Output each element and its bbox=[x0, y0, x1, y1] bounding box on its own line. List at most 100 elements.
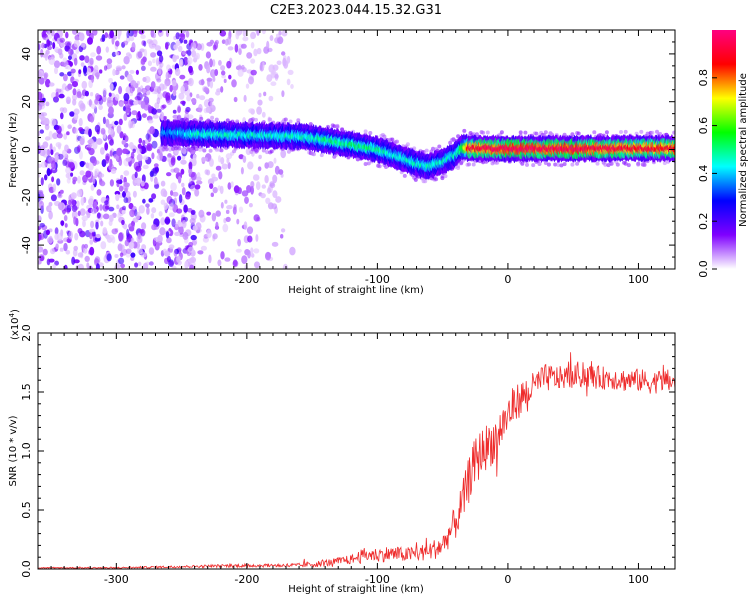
heatmap-cell bbox=[164, 218, 171, 224]
heatmap-cell bbox=[211, 173, 216, 179]
heatmap-cell bbox=[38, 173, 41, 178]
heatmap-cell bbox=[108, 214, 114, 222]
heatmap-cell bbox=[79, 170, 85, 176]
heatmap-cell bbox=[196, 180, 203, 185]
heatmap-cell bbox=[81, 80, 88, 90]
heatmap-cell bbox=[89, 195, 94, 205]
heatmap-cell bbox=[172, 109, 177, 114]
heatmap-cell bbox=[115, 40, 120, 47]
heatmap-cell bbox=[72, 30, 78, 35]
heatmap-cell bbox=[523, 130, 528, 135]
heatmap-cell bbox=[138, 30, 145, 35]
heatmap-cell bbox=[102, 95, 107, 103]
heatmap-cell bbox=[163, 115, 168, 120]
heatmap-cell bbox=[120, 263, 125, 269]
heatmap-cell bbox=[120, 174, 124, 180]
heatmap-cell bbox=[168, 146, 172, 152]
heatmap-cell bbox=[38, 233, 42, 242]
heatmap-cell bbox=[119, 252, 124, 258]
heatmap-cell bbox=[149, 261, 154, 266]
colorbar-tick-label: 0.2 bbox=[697, 212, 710, 230]
heatmap-cell bbox=[80, 197, 85, 206]
heatmap-cell bbox=[655, 129, 659, 134]
heatmap-cell bbox=[214, 117, 219, 122]
heatmap-cell bbox=[134, 179, 141, 184]
heatmap-cell bbox=[94, 124, 101, 133]
heatmap-cell bbox=[222, 223, 229, 233]
heatmap-cell bbox=[672, 130, 675, 135]
heatmap-cell bbox=[164, 257, 170, 265]
heatmap-cell bbox=[104, 142, 109, 151]
heatmap-cell bbox=[340, 127, 345, 132]
heatmap-cell bbox=[265, 150, 269, 155]
heatmap-cell bbox=[247, 161, 254, 170]
heatmap-cell bbox=[424, 148, 429, 153]
heatmap-cell bbox=[134, 262, 139, 268]
heatmap-cell bbox=[40, 48, 44, 58]
heatmap-cell bbox=[626, 163, 631, 168]
colorbar-tick-label: 0.0 bbox=[697, 260, 710, 278]
heatmap-cell bbox=[220, 251, 225, 260]
heatmap-cell bbox=[69, 61, 73, 67]
heatmap-cell bbox=[129, 123, 133, 128]
heatmap-cell bbox=[129, 36, 135, 42]
heatmap-cell bbox=[73, 108, 80, 115]
heatmap-cell bbox=[261, 111, 266, 118]
heatmap-cell bbox=[55, 91, 59, 99]
heatmap-cell bbox=[227, 46, 234, 51]
snr-x-axis-title: Height of straight line (km) bbox=[288, 584, 424, 595]
heatmap-cell bbox=[70, 172, 74, 177]
heatmap-cell bbox=[256, 47, 262, 55]
heatmap-cell bbox=[260, 193, 266, 199]
heatmap-cell bbox=[114, 254, 119, 258]
heatmap-y-tick-label: -20 bbox=[20, 188, 33, 206]
heatmap-cell bbox=[118, 185, 124, 192]
heatmap-cell bbox=[128, 241, 135, 250]
heatmap-cell bbox=[209, 101, 214, 109]
heatmap-cell bbox=[174, 222, 179, 228]
heatmap-cell bbox=[80, 62, 85, 67]
heatmap-cell bbox=[226, 60, 232, 69]
heatmap-cell bbox=[72, 81, 78, 88]
heatmap-cell bbox=[166, 172, 172, 177]
heatmap-cell bbox=[123, 182, 130, 188]
heatmap-cell bbox=[38, 91, 43, 100]
heatmap-cell bbox=[132, 148, 136, 153]
heatmap-cell bbox=[112, 68, 116, 76]
heatmap-cell bbox=[245, 83, 250, 89]
heatmap-cell bbox=[99, 204, 103, 211]
heatmap-cell bbox=[206, 65, 211, 74]
heatmap-cell bbox=[72, 179, 76, 185]
heatmap-cell bbox=[662, 161, 667, 166]
heatmap-cell bbox=[499, 130, 504, 135]
heatmap-cell bbox=[100, 220, 104, 227]
heatmap-cell bbox=[215, 221, 219, 230]
heatmap-cell bbox=[140, 58, 146, 65]
heatmap-cell bbox=[50, 30, 55, 37]
heatmap-cell bbox=[116, 147, 123, 157]
heatmap-cell bbox=[603, 162, 608, 167]
heatmap-cell bbox=[71, 204, 78, 212]
heatmap-cell bbox=[94, 93, 100, 101]
heatmap-cell bbox=[254, 261, 260, 269]
heatmap-cell bbox=[54, 227, 59, 235]
heatmap-cell bbox=[117, 243, 123, 252]
heatmap-cell bbox=[124, 239, 129, 247]
heatmap-cell bbox=[537, 162, 542, 166]
heatmap-cell bbox=[405, 142, 410, 147]
heatmap-cell bbox=[134, 171, 138, 179]
heatmap-cell bbox=[60, 220, 64, 227]
heatmap-cell bbox=[256, 30, 260, 36]
heatmap-cell bbox=[363, 162, 368, 166]
heatmap-cell bbox=[87, 143, 93, 149]
heatmap-cell bbox=[556, 163, 561, 167]
heatmap-cell bbox=[95, 263, 100, 269]
heatmap-cell bbox=[183, 39, 188, 44]
heatmap-cell bbox=[166, 80, 170, 87]
heatmap-cell bbox=[79, 230, 86, 238]
heatmap-cell bbox=[159, 227, 166, 236]
heatmap-cell bbox=[263, 91, 267, 97]
heatmap-cell bbox=[156, 78, 162, 83]
heatmap-cell bbox=[45, 229, 51, 236]
heatmap-cell bbox=[86, 262, 90, 269]
